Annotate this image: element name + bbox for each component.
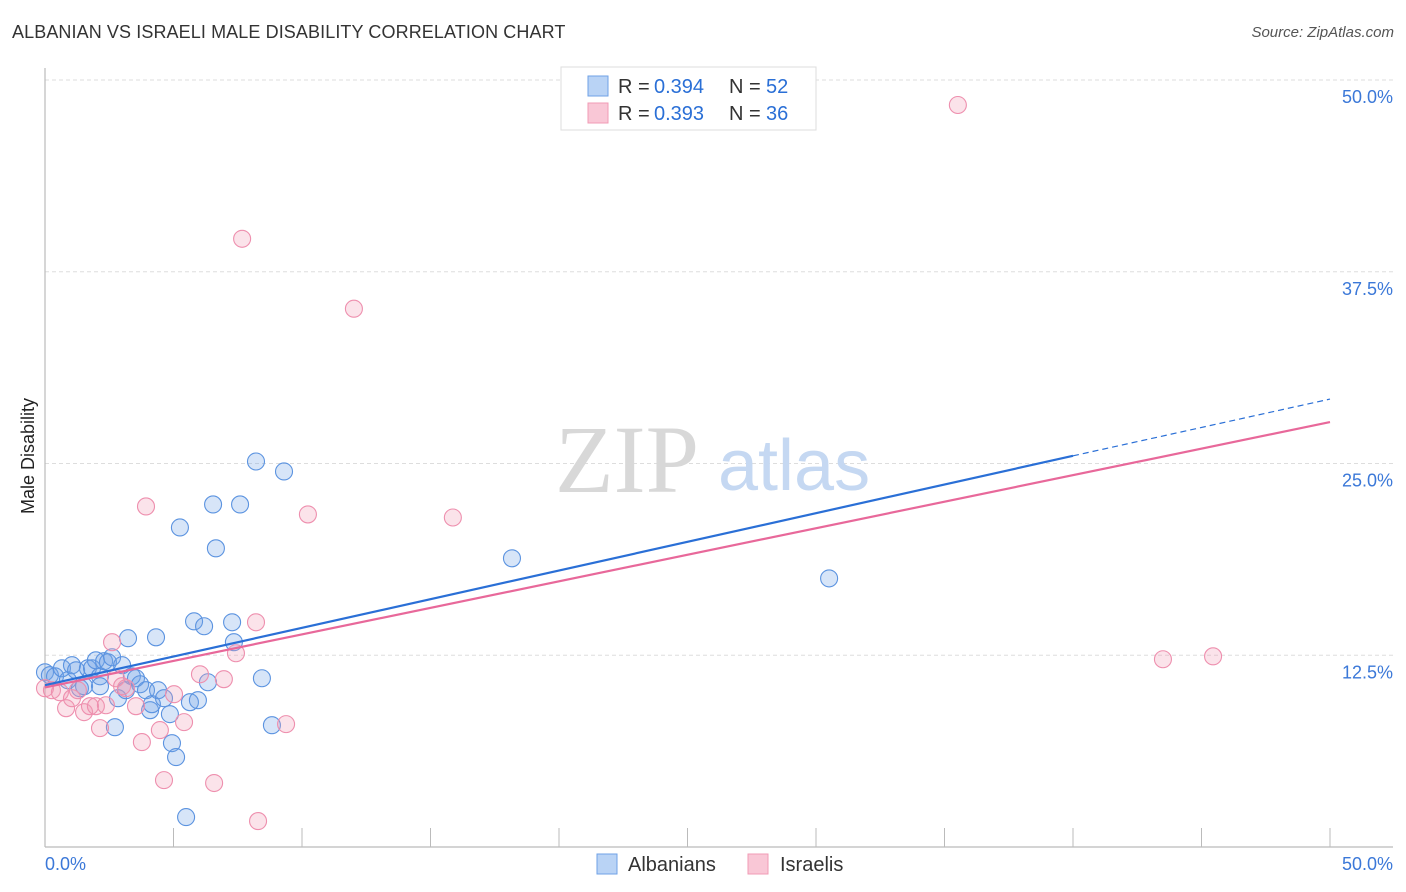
israelis-point <box>233 229 252 248</box>
israelis-point <box>298 505 317 524</box>
albanians-point <box>206 539 225 558</box>
albanians-point <box>502 549 522 568</box>
albanians-point <box>195 617 214 636</box>
israelis-point <box>116 679 136 698</box>
stats-legend: R = 0.394 N = 52 R = 0.393 N = 36 <box>560 66 817 131</box>
israelis-point <box>190 665 210 684</box>
israelis-point <box>132 733 151 752</box>
israelis-point <box>174 713 194 732</box>
albanians-point <box>223 613 242 632</box>
x-tick-label-min: 0.0% <box>45 854 86 874</box>
israelis-point <box>154 771 174 790</box>
albanians-point <box>146 628 166 647</box>
source-label: Source: ZipAtlas.com <box>1251 24 1394 41</box>
watermark: ZIP atlas <box>555 406 870 513</box>
x-ticks <box>173 828 1331 847</box>
chart-title: ALBANIAN VS ISRAELI MALE DISABILITY CORR… <box>12 22 566 42</box>
albanians-point <box>154 689 174 708</box>
albanians-point <box>252 669 271 688</box>
legend-r-label: R = <box>618 103 650 125</box>
albanians-point <box>177 808 196 827</box>
israelis-point <box>86 697 105 716</box>
albanians-point <box>246 452 266 471</box>
israelis-point <box>57 699 76 718</box>
israelis-point <box>80 697 100 716</box>
albanians-trend-line <box>44 454 1074 687</box>
israelis-point <box>164 685 184 704</box>
albanians-point <box>185 612 204 631</box>
legend-r-value: 0.394 <box>654 76 704 98</box>
israelis-point <box>150 721 169 740</box>
legend-israelis-swatch <box>747 853 769 875</box>
israelis-point <box>246 613 266 632</box>
israelis-point <box>443 508 462 527</box>
albanians-point <box>160 705 179 724</box>
israelis-point <box>103 633 122 652</box>
legend-r-value: 0.393 <box>654 103 704 125</box>
albanians-point <box>262 716 281 735</box>
albanians-point <box>105 718 124 737</box>
y-tick-label: 37.5% <box>1342 279 1393 299</box>
watermark-atlas: atlas <box>718 426 870 506</box>
legend-n-value: 36 <box>766 103 788 125</box>
israelis-point <box>277 715 296 734</box>
albanians-point <box>162 734 182 753</box>
legend-n-value: 52 <box>766 76 788 98</box>
series-legend: Albanians Israelis <box>596 853 843 876</box>
israelis-point <box>136 497 156 516</box>
israelis-point <box>214 670 233 689</box>
y-tick-label: 12.5% <box>1342 662 1393 682</box>
israelis-point <box>948 95 967 115</box>
legend-albanians-label: Albanians <box>628 854 716 876</box>
israelis-point <box>90 719 110 738</box>
legend-israelis-label: Israelis <box>780 854 843 876</box>
legend-n-label: N = <box>729 76 761 98</box>
albanians-point <box>90 677 110 696</box>
legend-n-label: N = <box>729 103 761 125</box>
albanians-point <box>231 495 250 514</box>
legend-r-label: R = <box>618 76 650 98</box>
watermark-zip: ZIP <box>555 406 699 513</box>
albanians-point <box>118 629 138 648</box>
albanians-trend-extension <box>1072 398 1331 457</box>
legend-albanians-swatch <box>596 853 618 875</box>
y-axis-title: Male Disability <box>18 398 38 514</box>
israelis-point <box>96 696 115 715</box>
gridlines <box>45 79 1393 656</box>
israelis-trend-line <box>44 421 1331 689</box>
albanians-point <box>52 659 72 678</box>
israelis-swatch <box>587 102 609 124</box>
albanians-point <box>35 663 55 682</box>
albanians-point <box>204 495 223 514</box>
albanians-point <box>188 691 207 710</box>
albanians-point <box>167 748 186 767</box>
israelis-point <box>1153 650 1172 669</box>
x-tick-label-max: 50.0% <box>1342 854 1393 874</box>
israelis-point <box>344 299 363 318</box>
y-tick-label: 25.0% <box>1342 471 1393 491</box>
israelis-point <box>126 697 146 716</box>
albanians-swatch <box>587 75 609 97</box>
israelis-point <box>68 681 87 700</box>
albanians-point <box>170 518 189 537</box>
israelis-point <box>1204 647 1223 666</box>
israelis-point <box>249 812 268 831</box>
albanians-point <box>274 462 294 481</box>
israelis-point <box>205 773 224 793</box>
albanians-point <box>820 569 839 588</box>
y-tick-label: 50.0% <box>1342 87 1393 107</box>
